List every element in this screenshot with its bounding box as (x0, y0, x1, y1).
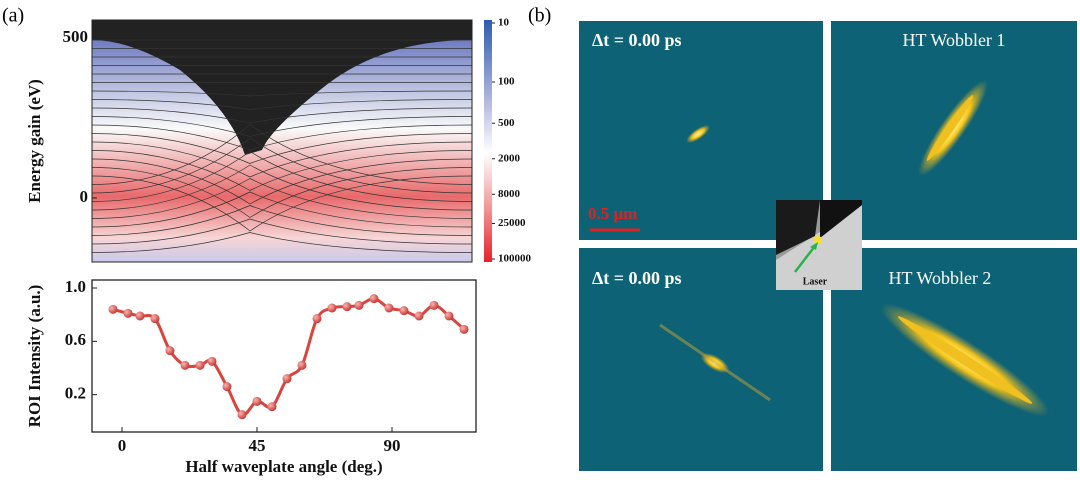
panel-title: Δt = 0.00 ps (592, 30, 682, 50)
x-axis-label: Half waveplate angle (deg.) (185, 457, 382, 476)
point (165, 346, 175, 356)
point (327, 303, 337, 313)
x-tick-label: 0 (118, 436, 127, 455)
point (369, 294, 379, 304)
point (384, 303, 394, 313)
point (342, 302, 352, 312)
colorbar (484, 20, 492, 262)
point (354, 300, 364, 310)
point (297, 360, 307, 370)
point (150, 314, 160, 324)
contour-dark-region (92, 20, 472, 155)
point (267, 402, 277, 412)
plot-frame (91, 19, 473, 263)
point (459, 324, 469, 334)
image-panels (579, 21, 1077, 471)
x-tick-label: 90 (384, 436, 401, 455)
point (444, 311, 454, 321)
panel-label: (a) (2, 5, 24, 27)
inset-label: Laser (803, 276, 828, 287)
point (180, 360, 190, 370)
point (399, 306, 409, 316)
y-tick-label: 0.2 (65, 384, 86, 403)
panel-title: Δt = 0.00 ps (592, 268, 682, 288)
point (108, 304, 118, 314)
scale-bar-label: 0.5 μm (588, 204, 637, 223)
point (252, 396, 262, 406)
point (195, 360, 205, 370)
y-tick-label: 0.6 (65, 330, 86, 349)
point (414, 311, 424, 321)
colorbar-tick-label: 100000 (498, 253, 532, 265)
plot-frame (91, 279, 477, 433)
colorbar-tick-label: 25000 (498, 217, 526, 229)
contour-lines (91, 39, 473, 253)
point (123, 308, 133, 318)
colorbar-tick-label: 100 (498, 76, 515, 88)
point (282, 374, 292, 384)
point (135, 311, 145, 321)
y-tick-label: 500 (63, 27, 89, 46)
point (312, 314, 322, 324)
y-axis-label: Energy gain (eV) (25, 79, 44, 203)
y-axis-label: ROI Intensity (a.u.) (25, 285, 44, 428)
colorbar-tick-label: 10 (498, 17, 510, 29)
y-tick-label: 1.0 (65, 277, 86, 296)
point (429, 300, 439, 310)
panel-title: HT Wobbler 2 (889, 268, 992, 288)
line (112, 297, 465, 417)
colorbar-tick-label: 2000 (498, 152, 521, 164)
colorbar-tick-label: 500 (498, 117, 515, 129)
colorbar-tick-label: 8000 (498, 188, 521, 200)
panel-label: (b) (528, 5, 551, 27)
panel-title: HT Wobbler 1 (903, 30, 1006, 50)
point (222, 382, 232, 392)
point (237, 410, 247, 420)
point (207, 356, 217, 366)
y-tick-label: 0 (80, 187, 89, 206)
x-tick-label: 45 (249, 436, 266, 455)
